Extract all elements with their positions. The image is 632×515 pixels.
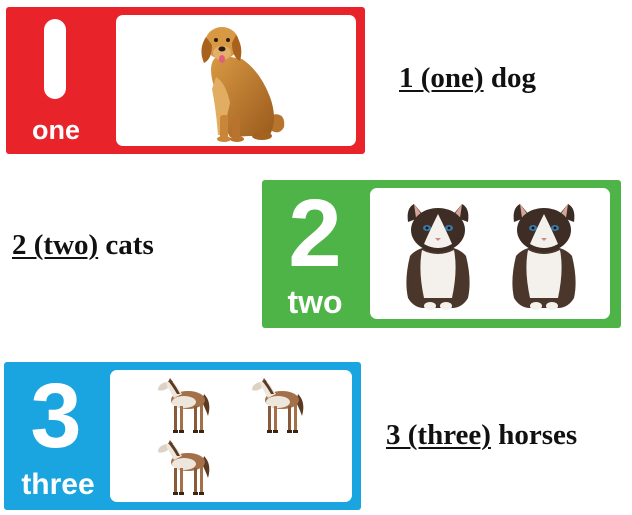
horse-icon — [158, 378, 210, 433]
cat-icon — [512, 204, 576, 310]
caption-number: 2 (two) — [12, 229, 99, 261]
picture-panel-one — [116, 15, 356, 146]
caption-two: 2 (two) cats — [12, 229, 154, 262]
number-word-one: one — [31, 115, 80, 145]
caption-noun: dog — [483, 62, 536, 94]
caption-number: 3 (three) — [386, 419, 491, 451]
numeral-two: 2 — [288, 180, 342, 287]
picture-panel-two — [370, 188, 610, 319]
number-word-three: three — [21, 468, 95, 501]
horse-icon — [158, 440, 210, 495]
cat-icon — [406, 204, 470, 310]
dog-icon — [201, 27, 285, 142]
numeral-three: 3 — [30, 365, 82, 467]
number-card-one: one — [6, 7, 365, 154]
caption-noun: horses — [490, 419, 578, 451]
caption-noun: cats — [98, 229, 154, 261]
number-word-two: two — [287, 284, 343, 320]
caption-number: 1 (one) — [399, 62, 484, 94]
horse-icon — [252, 378, 304, 433]
caption-three: 3 (three) horses — [386, 419, 577, 452]
caption-one: 1 (one) dog — [399, 62, 536, 95]
numeral-one — [44, 19, 66, 99]
number-card-two: 2 two — [262, 180, 621, 328]
number-card-three: 3 three — [4, 362, 361, 510]
picture-panel-three — [110, 370, 352, 502]
